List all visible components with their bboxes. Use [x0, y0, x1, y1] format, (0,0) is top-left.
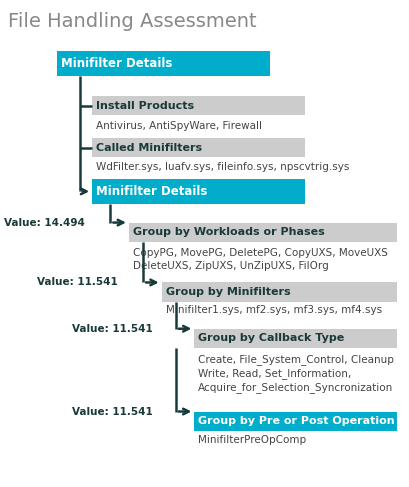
Text: Called Minifilters: Called Minifilters	[96, 143, 202, 152]
Text: Antivirus, AntiSpyWare, Firewall: Antivirus, AntiSpyWare, Firewall	[96, 121, 262, 131]
FancyBboxPatch shape	[92, 138, 305, 157]
Text: Value: 14.494: Value: 14.494	[4, 218, 85, 227]
FancyBboxPatch shape	[129, 223, 397, 242]
Text: Install Products: Install Products	[96, 101, 194, 111]
Text: Minifilter1.sys, mf2.sys, mf3.sys, mf4.sys: Minifilter1.sys, mf2.sys, mf3.sys, mf4.s…	[166, 305, 382, 315]
Text: MinifilterPreOpComp: MinifilterPreOpComp	[198, 435, 306, 445]
Text: Minifilter Details: Minifilter Details	[96, 185, 207, 198]
FancyBboxPatch shape	[162, 282, 397, 302]
Text: Group by Callback Type: Group by Callback Type	[198, 334, 345, 343]
FancyBboxPatch shape	[57, 51, 270, 76]
Text: Group by Minifilters: Group by Minifilters	[166, 287, 290, 297]
Text: Value: 11.541: Value: 11.541	[72, 324, 152, 334]
Text: Group by Pre or Post Operation: Group by Pre or Post Operation	[198, 416, 395, 426]
Text: CopyPG, MovePG, DeletePG, CopyUXS, MoveUXS
DeleteUXS, ZipUXS, UnZipUXS, FilOrg: CopyPG, MovePG, DeletePG, CopyUXS, MoveU…	[133, 248, 388, 271]
Text: Value: 11.541: Value: 11.541	[37, 278, 117, 287]
Text: Group by Workloads or Phases: Group by Workloads or Phases	[133, 227, 325, 237]
FancyBboxPatch shape	[92, 96, 305, 115]
Text: Create, File_System_Control, Cleanup
Write, Read, Set_Information,
Acquire_for_S: Create, File_System_Control, Cleanup Wri…	[198, 355, 394, 393]
FancyBboxPatch shape	[194, 412, 397, 431]
FancyBboxPatch shape	[92, 179, 305, 204]
Text: File Handling Assessment: File Handling Assessment	[8, 12, 257, 31]
Text: WdFilter.sys, luafv.sys, fileinfo.sys, npscvtrig.sys: WdFilter.sys, luafv.sys, fileinfo.sys, n…	[96, 162, 349, 172]
FancyBboxPatch shape	[194, 329, 397, 348]
Text: Value: 11.541: Value: 11.541	[72, 407, 152, 416]
Text: Minifilter Details: Minifilter Details	[61, 57, 173, 70]
